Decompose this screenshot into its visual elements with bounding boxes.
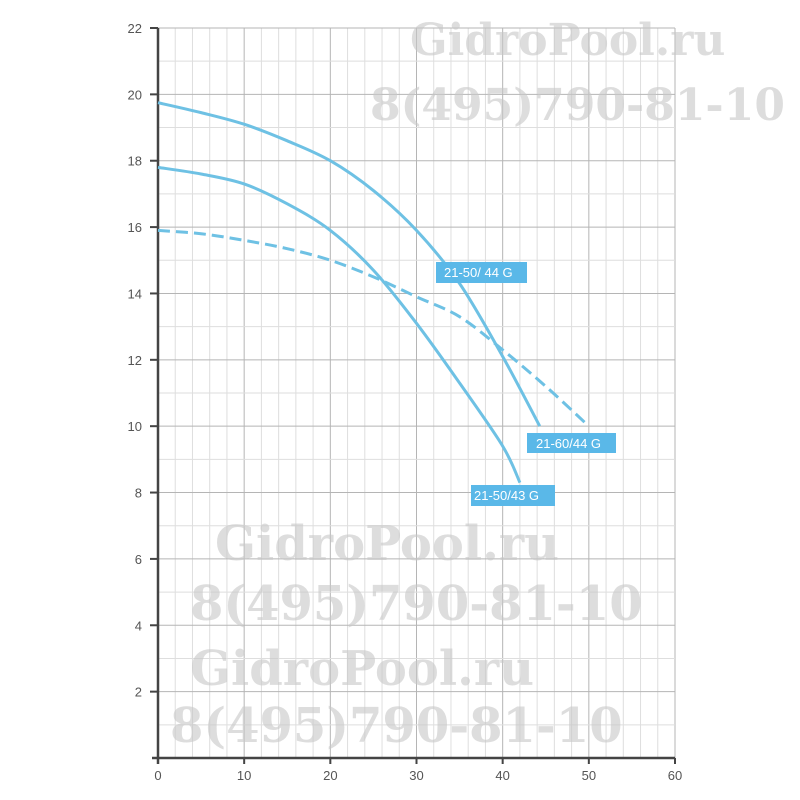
y-tick-label: 22 xyxy=(128,21,142,36)
y-tick-label: 20 xyxy=(128,87,142,102)
watermark-phone: 8(495)790-81-10 xyxy=(170,698,623,754)
y-tick-label: 14 xyxy=(128,286,142,301)
series-label-21-50-43: 21-50/43 G xyxy=(471,485,555,506)
y-tick-label: 18 xyxy=(128,154,142,169)
series-label-text: 21-60/44 G xyxy=(536,436,601,451)
x-tick-label: 20 xyxy=(323,768,337,783)
y-tick-label: 2 xyxy=(135,685,142,700)
series-label-21-50-44: 21-50/ 44 G xyxy=(436,262,527,283)
series-label-text: 21-50/ 44 G xyxy=(444,265,513,280)
series-label-text: 21-50/43 G xyxy=(474,488,539,503)
series-line-21-50-44-g xyxy=(157,101,542,427)
tick-labels: 0 10 20 30 40 50 60 2 4 6 8 10 12 14 16 18 20 22 xyxy=(128,21,683,783)
grid xyxy=(157,27,676,759)
x-tick-label: 40 xyxy=(495,768,509,783)
x-tick-label: 60 xyxy=(668,768,682,783)
y-tick-label: 16 xyxy=(128,220,142,235)
series-label-21-60-44: 21-60/44 G xyxy=(527,433,616,453)
watermark-site: GidroPool.ru xyxy=(190,641,534,697)
y-tick-label: 8 xyxy=(135,486,142,501)
y-tick-label: 10 xyxy=(128,419,142,434)
series-labels: 21-50/ 44 G 21-60/44 G 21-50/43 G xyxy=(436,262,616,506)
watermark-site: GidroPool.ru xyxy=(215,516,559,572)
watermark-site: GidroPool.ru xyxy=(410,15,725,66)
series-lines xyxy=(157,101,590,484)
y-tick-label: 4 xyxy=(135,618,142,633)
y-tick-label: 6 xyxy=(135,552,142,567)
x-tick-label: 30 xyxy=(409,768,423,783)
watermark-phone: 8(495)790-81-10 xyxy=(190,576,643,632)
axes xyxy=(150,27,676,764)
x-tick-label: 0 xyxy=(154,768,161,783)
x-tick-label: 50 xyxy=(582,768,596,783)
x-tick-label: 10 xyxy=(237,768,251,783)
series-line-21-50-43-g xyxy=(157,165,522,484)
series-line-21-60-44-g xyxy=(157,228,590,428)
watermark-phone: 8(495)790-81-10 xyxy=(370,80,785,131)
y-tick-label: 12 xyxy=(128,353,142,368)
watermarks: GidroPool.ru 8(495)790-81-10 GidroPool.r… xyxy=(170,15,785,754)
